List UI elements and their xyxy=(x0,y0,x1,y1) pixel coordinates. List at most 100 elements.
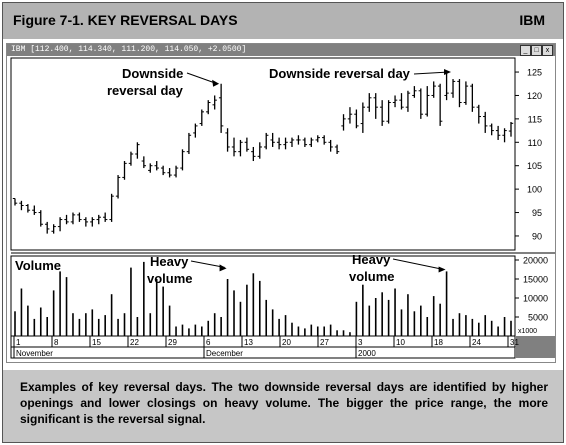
price-tick-label: 125 xyxy=(527,68,542,78)
ohlc-bar xyxy=(264,132,269,150)
volume-tick-label: 20000 xyxy=(523,256,548,266)
heavy-volume-1-arrow xyxy=(190,260,225,268)
ohlc-bar xyxy=(360,102,366,133)
ohlc-bar xyxy=(341,114,346,131)
ohlc-bar xyxy=(283,137,288,150)
ohlc-bar xyxy=(418,88,424,119)
ohlc-bar xyxy=(77,212,82,222)
x-month-strip xyxy=(10,346,516,359)
ohlc-bar xyxy=(57,217,63,232)
ohlc-bar xyxy=(51,224,56,234)
window-titlebar: IBM [112.400, 114.340, 111.200, 114.050,… xyxy=(7,44,555,56)
x-day-label: 24 xyxy=(472,338,481,347)
annotation-left-line1: Downside xyxy=(122,66,183,81)
ohlc-bar xyxy=(186,132,192,154)
x-day-label: 20 xyxy=(282,338,291,347)
ohlc-bar xyxy=(373,93,378,119)
minimize-button[interactable]: _ xyxy=(520,45,531,56)
ohlc-bar xyxy=(483,111,488,133)
x-axis-corner xyxy=(515,336,555,347)
ohlc-bar xyxy=(412,86,417,98)
ohlc-bar xyxy=(508,121,514,137)
ohlc-bar xyxy=(83,217,89,227)
ohlc-bar xyxy=(206,100,211,115)
ohlc-bar xyxy=(321,135,327,145)
price-tick-label: 95 xyxy=(532,208,542,218)
ohlc-bar xyxy=(231,137,237,157)
annotation-left-arrow xyxy=(186,72,218,85)
x-month-label: November xyxy=(16,349,53,358)
x-day-label: 15 xyxy=(92,338,101,347)
ohlc-bar xyxy=(495,125,501,140)
x-month-corner xyxy=(515,347,555,358)
ohlc-bar xyxy=(199,109,205,126)
x-day-label: 31 xyxy=(510,338,519,347)
ohlc-bar xyxy=(334,144,340,154)
ohlc-bar xyxy=(32,205,37,215)
ohlc-bar xyxy=(425,86,430,117)
ohlc-bar xyxy=(154,161,159,171)
ohlc-bar xyxy=(405,90,411,112)
ohlc-bar xyxy=(309,137,314,147)
ohlc-bar xyxy=(212,95,217,110)
ohlc-bar xyxy=(457,79,462,108)
volume-unit-label: x1000 xyxy=(518,328,537,335)
x-month-label: December xyxy=(206,349,243,358)
ohlc-bar xyxy=(225,128,230,152)
x-day-label: 13 xyxy=(244,338,253,347)
annotation-left-arrowhead xyxy=(212,79,220,87)
price-tick-label: 110 xyxy=(528,138,542,148)
ohlc-bar xyxy=(19,200,24,211)
volume-tick-label: 10000 xyxy=(523,294,548,304)
close-button[interactable]: x xyxy=(542,45,553,56)
ohlc-bar xyxy=(386,100,391,124)
ohlc-bar xyxy=(347,107,353,124)
x-day-label: 1 xyxy=(16,338,21,347)
ohlc-bar xyxy=(193,123,198,138)
ohlc-bar xyxy=(173,165,179,178)
ohlc-bar xyxy=(476,104,481,124)
ohlc-bar xyxy=(276,137,282,150)
ohlc-bar xyxy=(399,93,404,110)
ohlc-bar xyxy=(115,175,121,199)
chart-window: IBM [112.400, 114.340, 111.200, 114.050,… xyxy=(6,43,556,363)
ohlc-bar xyxy=(141,156,147,169)
ohlc-bar xyxy=(25,204,31,213)
ohlc-bar xyxy=(167,168,172,178)
x-day-label: 18 xyxy=(434,338,443,347)
ohlc-bar xyxy=(96,214,101,225)
x-day-label: 8 xyxy=(54,338,59,347)
heavy-volume-2-line1: Heavy xyxy=(352,252,391,267)
window-title-text: IBM [112.400, 114.340, 111.200, 114.050,… xyxy=(11,45,247,54)
ohlc-bar xyxy=(296,135,301,145)
figure-header: Figure 7-1. KEY REVERSAL DAYS IBM xyxy=(3,3,563,39)
annotation-right: Downside reversal day xyxy=(269,66,411,81)
ohlc-bar xyxy=(45,221,50,234)
heavy-volume-1-arrowhead xyxy=(219,264,227,272)
volume-tick-label: 15000 xyxy=(523,275,548,285)
ohlc-bar xyxy=(148,163,153,173)
ohlc-bar xyxy=(431,81,436,98)
ohlc-bar xyxy=(218,83,224,133)
ohlc-bar xyxy=(315,135,320,143)
ohlc-bar xyxy=(367,93,372,112)
price-tick-label: 100 xyxy=(527,185,542,195)
ohlc-bar xyxy=(122,161,127,180)
heavy-volume-2-line2: volume xyxy=(349,269,395,284)
volume-tick-label: 5000 xyxy=(528,313,548,323)
volume-label: Volume xyxy=(15,258,61,273)
price-panel xyxy=(10,57,516,251)
ohlc-bar xyxy=(180,149,185,171)
maximize-button[interactable]: □ xyxy=(531,45,542,56)
ohlc-bar xyxy=(289,137,295,147)
x-day-label: 22 xyxy=(130,338,139,347)
caption-box: Examples of key reversal days. The two d… xyxy=(3,370,563,442)
ohlc-bar xyxy=(38,210,43,227)
x-day-label: 29 xyxy=(168,338,177,347)
ohlc-bar xyxy=(354,109,359,129)
ohlc-bar xyxy=(128,151,134,166)
annotation-right-arrowhead xyxy=(444,69,452,76)
ohlc-bar xyxy=(244,137,250,152)
ohlc-bar xyxy=(489,123,494,136)
